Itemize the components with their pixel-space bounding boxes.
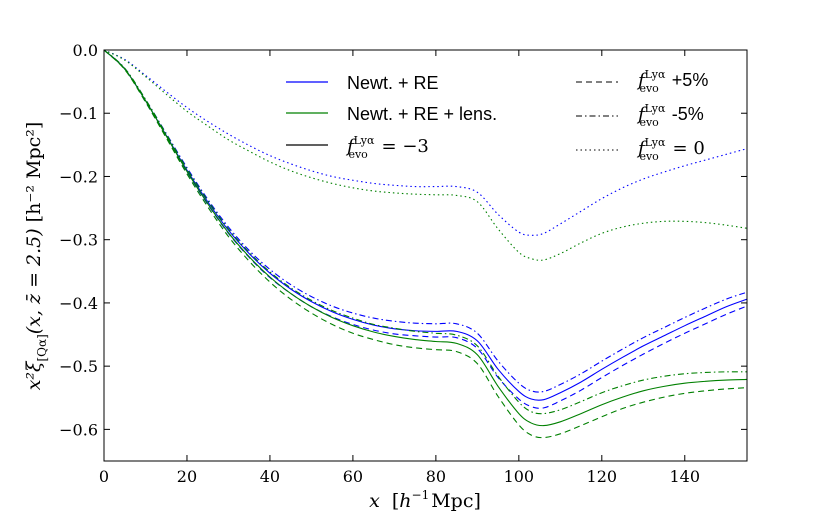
y-tick-label: −0.4 [59,294,98,313]
series-layer [103,49,748,439]
legend-label-newt-re-lens: Newt. + RE + lens. [347,104,497,124]
x-axis-label: x [h−1 Mpc] [369,488,481,512]
legend-label-f-zero: fLyα evo = 0 [636,136,705,163]
x-tick-label: 40 [260,467,280,486]
y-axis-label: x²ξ[Qα](x, z̄ = 2.5)[h⁻² Mpc²] [23,122,49,391]
x-tick-label: 0 [99,467,109,486]
y-tick-label: −0.2 [59,167,98,186]
series-line-2 [103,49,748,393]
legend-label-newt-re: Newt. + RE [347,73,439,93]
x-tick-label: 100 [504,467,535,486]
series-line-7 [103,49,748,261]
x-tick-label: 120 [587,467,618,486]
x-tick-label: 140 [670,467,701,486]
y-tick-label: −0.6 [59,420,98,439]
series-line-0 [103,49,748,401]
axis-ticks: 0 20 40 60 80 100 120 140 0.0 −0.1 −0.2 −0.3 −0.4 −0.… [59,41,747,486]
x-tick-label: 80 [426,467,446,486]
x-tick-label: 20 [177,467,197,486]
y-tick-label: −0.5 [59,357,98,376]
series-line-3 [103,49,748,427]
legend-label-minus5: fLyα evo -5% [636,102,704,129]
legend-label-plus5: fLyα evo +5% [636,68,708,95]
legend: Newt. + RE Newt. + RE + lens. fLyα evo = … [286,68,708,163]
y-tick-label: 0.0 [73,41,98,60]
plot-frame [103,49,748,462]
legend-label-f-minus3: fLyα evo = −3 [345,134,429,161]
y-tick-label: −0.3 [59,231,98,250]
x-tick-label: 60 [343,467,363,486]
y-tick-label: −0.1 [59,104,98,123]
series-line-1 [103,49,748,409]
series-line-5 [103,49,748,415]
